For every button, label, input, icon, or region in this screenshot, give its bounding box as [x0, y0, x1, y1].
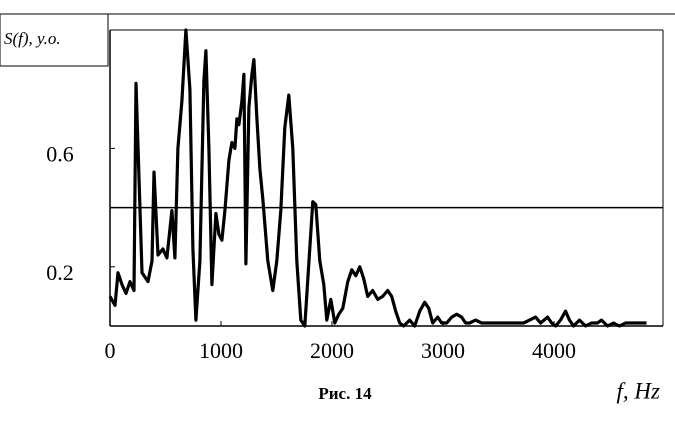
x-axis-label: f, Hz: [617, 378, 661, 403]
y-tick-label: 0.2: [46, 260, 74, 285]
y-axis-label: S(f), y.o.: [4, 29, 61, 48]
x-tick-label: 2000: [310, 338, 354, 363]
spectrum-line: [108, 28, 647, 328]
x-tick-label: 0: [105, 338, 116, 363]
x-tick-label: 4000: [532, 338, 576, 363]
y-tick-label: 0.6: [46, 141, 74, 166]
label-box: [0, 13, 109, 67]
x-tick-label: 3000: [421, 338, 465, 363]
caption: Рис. 14: [318, 384, 372, 403]
x-tick-label: 1000: [199, 338, 243, 363]
